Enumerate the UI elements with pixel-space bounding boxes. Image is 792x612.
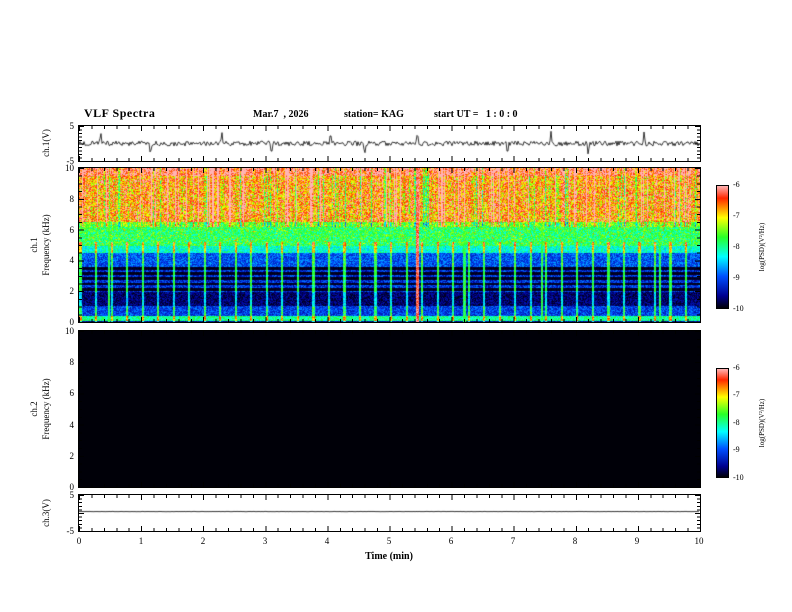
cb2-tick: -9 [733,445,740,454]
xtick: 8 [572,536,578,546]
spec1-ytick: 0 [69,317,75,327]
ch1-frequency-axis-label: Frequency (kHz) [41,214,51,276]
ch1-spectrogram-panel [78,167,701,323]
xtick: 0 [76,536,82,546]
cb1-tick: -6 [733,180,740,189]
header-start-ut: start UT = 1 : 0 : 0 [434,109,518,120]
ch3-voltage-axis-label: ch.3(V) [41,499,51,527]
xtick: 6 [448,536,454,546]
cb1-tick: -8 [733,242,740,251]
spec1-ytick: 4 [69,255,75,265]
xtick: 9 [634,536,640,546]
cb1-tick: -10 [733,304,744,313]
spec1-ytick: 6 [69,225,75,235]
ch1-voltage-axis-label: ch.1(V) [41,129,51,157]
ch3-voltage-panel [78,494,701,532]
page-title: VLF Spectra [84,106,156,120]
ch1v-ytick-min: -5 [66,156,75,166]
xtick: 10 [694,536,704,546]
header-station: station= KAG [344,109,404,120]
spec2-ytick: 0 [69,482,75,492]
spec2-ytick: 10 [65,326,74,336]
ch3v-ytick-min: -5 [66,526,75,536]
spec2-ytick: 4 [69,420,75,430]
xtick: 1 [138,536,144,546]
spec1-ytick: 8 [69,194,75,204]
ch1-voltage-panel [78,125,701,162]
spec2-ytick: 2 [69,451,75,461]
ch2-spectrogram-channel-label: ch.2 [29,401,39,417]
cb2-unit-label: log(PSD)(V²/Hz) [758,398,766,448]
cb1-tick: -7 [733,211,740,220]
xtick: 5 [386,536,392,546]
ch3-voltage-trace-canvas [79,495,700,531]
ch1-spectrogram-channel-label: ch.1 [29,237,39,253]
spec2-ytick: 6 [69,388,75,398]
cb2-tick: -6 [733,363,740,372]
ch1-colorbar [716,185,729,309]
spec1-ytick: 2 [69,286,75,296]
cb1-tick: -9 [733,273,740,282]
ch1-spectrogram-canvas [79,168,700,322]
spec2-ytick: 8 [69,357,75,367]
header-date: Mar.7 , 2026 [253,109,309,120]
ch2-spectrogram-canvas [79,331,700,487]
cb2-tick: -7 [733,390,740,399]
cb2-tick: -10 [733,473,744,482]
xtick: 4 [324,536,330,546]
ch2-colorbar [716,368,729,478]
cb2-tick: -8 [733,418,740,427]
cb1-unit-label: log(PSD)(V²/Hz) [758,222,766,272]
ch2-spectrogram-panel [78,330,701,488]
ch1v-ytick-max: 5 [69,121,75,131]
ch1-voltage-trace-canvas [79,126,700,161]
ch3v-ytick-max: 5 [69,490,75,500]
xtick: 7 [510,536,516,546]
spec1-ytick: 10 [65,163,74,173]
xtick: 3 [262,536,268,546]
time-axis-label: Time (min) [365,551,413,562]
xtick: 2 [200,536,206,546]
